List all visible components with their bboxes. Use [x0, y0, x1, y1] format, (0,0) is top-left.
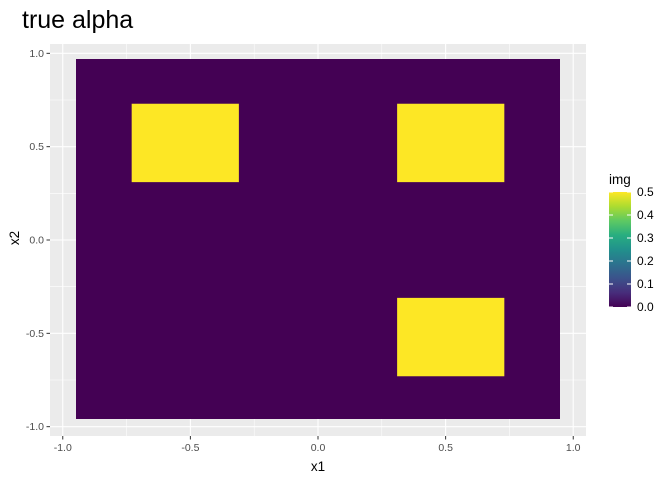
legend-tick-label: 0.5: [637, 185, 654, 199]
x-tick-label: 1.0: [566, 442, 581, 454]
legend-tick-label: 0.3: [637, 231, 654, 245]
x-tick-label: 0.5: [438, 442, 453, 454]
y-tick-label: -1.0: [26, 421, 44, 433]
legend-title: img: [609, 172, 631, 187]
x-tick-label: -0.5: [181, 442, 199, 454]
y-axis-ticks: -1.0 -0.5 0.0 0.5 1.0: [26, 48, 50, 433]
color-legend: img 0.0 0.1 0.2 0.3 0.4 0.5: [609, 172, 654, 314]
legend-ticks: 0.0 0.1 0.2 0.3 0.4 0.5: [609, 185, 654, 314]
x-tick-label: -1.0: [54, 442, 72, 454]
heatmap-region: [397, 103, 505, 183]
x-axis-ticks: -1.0 -0.5 0.0 0.5 1.0: [54, 436, 581, 454]
heatmap-region: [397, 297, 505, 377]
y-tick-label: 0.5: [29, 141, 44, 153]
x-axis-label: x1: [311, 459, 325, 474]
legend-colorbar: [609, 192, 631, 307]
y-axis-label: x2: [7, 231, 22, 245]
legend-tick-label: 0.0: [637, 300, 654, 314]
heatmap-regions: [131, 103, 505, 377]
legend-tick-label: 0.2: [637, 254, 654, 268]
chart-title: true alpha: [22, 6, 133, 34]
legend-tick-label: 0.1: [637, 277, 654, 291]
heatmap-region: [131, 103, 239, 183]
y-tick-label: 0.0: [29, 235, 44, 247]
y-tick-label: -0.5: [26, 328, 44, 340]
legend-tick-label: 0.4: [637, 208, 654, 222]
x-tick-label: 0.0: [311, 442, 326, 454]
y-tick-label: 1.0: [29, 48, 44, 60]
